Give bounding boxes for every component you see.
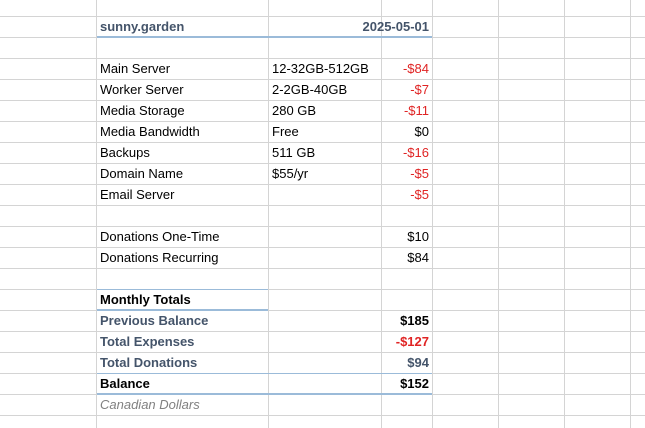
column-divider xyxy=(564,0,565,428)
totals-heading-underline xyxy=(97,309,268,311)
donation-name[interactable]: Donations One-Time xyxy=(100,229,220,244)
expense-detail[interactable]: 2-2GB-40GB xyxy=(272,82,348,97)
expense-detail[interactable]: 12-32GB-512GB xyxy=(272,61,369,76)
expense-amount[interactable]: -$84 xyxy=(402,61,429,76)
expense-name[interactable]: Worker Server xyxy=(100,82,184,97)
totals-heading-border xyxy=(97,289,268,290)
row-divider xyxy=(0,205,645,206)
total-donations-label[interactable]: Total Donations xyxy=(100,355,198,370)
sheet-title[interactable]: sunny.garden xyxy=(100,19,185,34)
row-divider xyxy=(0,58,645,59)
row-divider xyxy=(0,121,645,122)
row-divider xyxy=(0,142,645,143)
expense-amount[interactable]: -$5 xyxy=(410,187,429,202)
row-divider xyxy=(0,247,645,248)
report-date[interactable]: 2025-05-01 xyxy=(362,19,430,34)
donation-amount[interactable]: $10 xyxy=(407,229,429,244)
expense-name[interactable]: Media Storage xyxy=(100,103,185,118)
column-divider xyxy=(432,0,433,428)
header-underline xyxy=(97,36,432,38)
column-divider xyxy=(630,0,631,428)
currency-note[interactable]: Canadian Dollars xyxy=(100,397,200,412)
expense-detail[interactable]: 280 GB xyxy=(272,103,317,118)
row-divider xyxy=(0,310,645,311)
row-divider xyxy=(0,289,645,290)
expense-amount[interactable]: -$11 xyxy=(403,103,429,118)
row-divider xyxy=(0,79,645,80)
column-divider xyxy=(498,0,499,428)
row-divider xyxy=(0,163,645,164)
expense-name[interactable]: Media Bandwidth xyxy=(100,124,200,139)
row-divider xyxy=(0,16,645,17)
row-divider xyxy=(0,331,645,332)
expense-amount[interactable]: $0 xyxy=(414,124,429,139)
expense-name[interactable]: Email Server xyxy=(100,187,175,202)
balance-top-border xyxy=(97,373,432,374)
totals-heading[interactable]: Monthly Totals xyxy=(100,292,191,307)
expense-detail[interactable]: Free xyxy=(272,124,299,139)
expense-amount[interactable]: -$7 xyxy=(410,82,429,97)
donation-name[interactable]: Donations Recurring xyxy=(100,250,219,265)
row-divider xyxy=(0,352,645,353)
column-divider xyxy=(96,0,97,428)
expense-detail[interactable]: $55/yr xyxy=(272,166,309,181)
row-divider xyxy=(0,226,645,227)
total-expenses-value[interactable]: -$127 xyxy=(395,334,429,349)
expense-name[interactable]: Domain Name xyxy=(100,166,184,181)
balance-underline xyxy=(97,393,432,395)
column-divider xyxy=(381,0,382,428)
expense-amount[interactable]: -$5 xyxy=(410,166,429,181)
row-divider xyxy=(0,100,645,101)
expense-detail[interactable] xyxy=(269,185,381,205)
expense-detail[interactable]: 511 GB xyxy=(272,145,316,160)
expense-amount[interactable]: -$16 xyxy=(402,145,429,160)
balance-value[interactable]: $152 xyxy=(400,376,429,391)
expense-name[interactable]: Backups xyxy=(100,145,150,160)
row-divider xyxy=(0,268,645,269)
column-divider xyxy=(268,0,269,428)
previous-balance-value[interactable]: $185 xyxy=(400,313,429,328)
row-divider xyxy=(0,415,645,416)
expense-name[interactable]: Main Server xyxy=(100,61,171,76)
previous-balance-label[interactable]: Previous Balance xyxy=(100,313,209,328)
row-divider xyxy=(0,184,645,185)
balance-label[interactable]: Balance xyxy=(100,376,150,391)
donation-amount[interactable]: $84 xyxy=(407,250,429,265)
total-expenses-label[interactable]: Total Expenses xyxy=(100,334,195,349)
total-donations-value[interactable]: $94 xyxy=(407,355,429,370)
